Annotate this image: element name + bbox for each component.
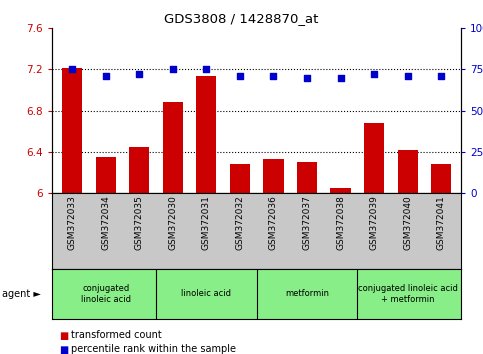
Text: conjugated
linoleic acid: conjugated linoleic acid: [81, 284, 131, 303]
Bar: [163, 102, 183, 193]
Point: [102, 73, 110, 79]
Text: conjugated linoleic acid
+ metformin: conjugated linoleic acid + metformin: [358, 284, 457, 303]
Bar: [330, 188, 351, 193]
Bar: [197, 76, 216, 193]
Text: GSM372034: GSM372034: [101, 195, 110, 250]
Text: ■: ■: [59, 345, 69, 354]
Bar: [398, 150, 418, 193]
Bar: [431, 164, 451, 193]
Text: ■: ■: [59, 331, 69, 341]
Point: [136, 72, 143, 77]
Text: linoleic acid: linoleic acid: [182, 289, 231, 298]
Point: [236, 73, 244, 79]
Point: [169, 67, 177, 72]
Point: [337, 75, 344, 81]
Bar: [62, 68, 82, 193]
Bar: [297, 162, 317, 193]
Text: GDS3808 / 1428870_at: GDS3808 / 1428870_at: [164, 12, 319, 25]
Text: GSM372030: GSM372030: [169, 195, 177, 250]
Text: metformin: metformin: [285, 289, 329, 298]
Text: GSM372033: GSM372033: [68, 195, 77, 250]
Text: GSM372039: GSM372039: [369, 195, 379, 250]
Point: [404, 73, 412, 79]
Text: GSM372032: GSM372032: [235, 195, 244, 250]
Text: GSM372038: GSM372038: [336, 195, 345, 250]
Point: [370, 72, 378, 77]
Text: GSM372037: GSM372037: [302, 195, 312, 250]
Point: [437, 73, 445, 79]
Bar: [96, 157, 116, 193]
Bar: [263, 159, 284, 193]
Text: GSM372031: GSM372031: [202, 195, 211, 250]
Bar: [129, 147, 149, 193]
Bar: [364, 123, 384, 193]
Point: [270, 73, 277, 79]
Text: transformed count: transformed count: [71, 330, 162, 340]
Text: GSM372041: GSM372041: [437, 195, 446, 250]
Text: agent ►: agent ►: [2, 289, 41, 299]
Text: percentile rank within the sample: percentile rank within the sample: [71, 344, 237, 354]
Point: [69, 67, 76, 72]
Point: [303, 75, 311, 81]
Text: GSM372036: GSM372036: [269, 195, 278, 250]
Text: GSM372035: GSM372035: [135, 195, 144, 250]
Bar: [230, 164, 250, 193]
Point: [202, 67, 210, 72]
Text: GSM372040: GSM372040: [403, 195, 412, 250]
